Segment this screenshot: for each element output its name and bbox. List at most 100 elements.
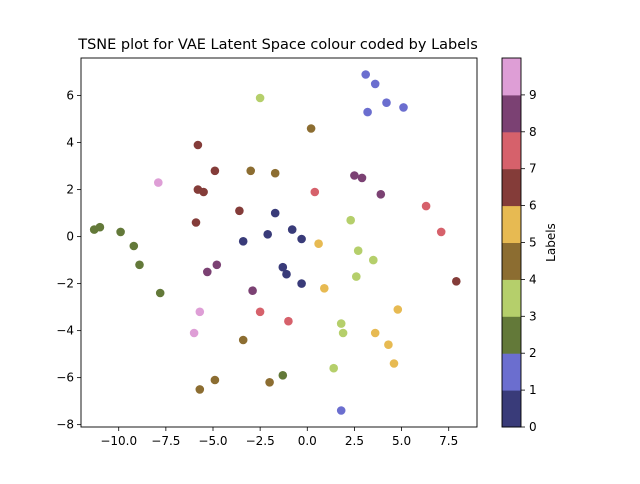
scatter-point-26	[116, 227, 125, 237]
x-tick-label: 0.0	[298, 434, 317, 448]
scatter-point-38	[203, 267, 212, 277]
scatter-point-9	[210, 166, 220, 176]
scatter-point-61	[265, 378, 274, 387]
plot-frame	[80, 57, 478, 428]
scatter-point-31	[287, 225, 297, 234]
scatter-point-23	[154, 178, 163, 187]
scatter-point-57	[284, 316, 293, 326]
colorbar-label: Labels	[544, 223, 558, 262]
colorbar-swatch-3	[502, 279, 521, 317]
scatter-point-55	[189, 328, 199, 338]
x-tick-label: 5.0	[392, 434, 411, 448]
scatter-point-58	[238, 335, 248, 345]
scatter-point-5	[336, 406, 346, 415]
colorbar-tick-label: 7	[529, 162, 537, 176]
colorbar-tick-label: 8	[529, 125, 537, 139]
y-tick-label: −6	[56, 371, 74, 385]
scatter-point-8	[193, 140, 203, 150]
x-tick-label: −2.5	[246, 434, 275, 448]
scatter-point-22	[436, 227, 446, 237]
scatter-point-33	[297, 234, 306, 244]
scatter-point-52	[384, 340, 393, 350]
colorbar-swatch-2	[502, 316, 521, 354]
scatter-point-42	[320, 284, 329, 293]
scatter-point-19	[357, 173, 367, 183]
scatter-point-49	[329, 363, 339, 373]
scatter-point-28	[135, 260, 144, 270]
scatter-point-60	[195, 385, 205, 394]
scatter-point-0	[361, 70, 371, 79]
axes-layer: −10.0 −7.5 −5.0 −2.5 0.0 2.5 5.0 7.5 −8 −6 −4 −2 0 2 4…	[56, 57, 478, 448]
colorbar-swatch-0	[502, 390, 521, 428]
y-tick-label: −4	[56, 324, 74, 338]
scatter-point-2	[382, 98, 391, 107]
scatter-point-17	[310, 187, 320, 197]
x-tick-label: −10.0	[100, 434, 137, 448]
scatter-point-32	[263, 230, 273, 239]
colorbar-tick-label: 1	[529, 383, 537, 397]
scatter-point-29	[155, 288, 165, 298]
scatter-point-46	[352, 272, 361, 281]
colorbar-swatch-9	[502, 58, 521, 96]
points-layer	[89, 70, 461, 415]
scatter-point-56	[255, 307, 265, 317]
colorbar-swatch-7	[502, 131, 521, 170]
scatter-point-27	[129, 241, 139, 251]
colorbar-tick-label: 9	[529, 88, 537, 102]
scatter-point-45	[369, 255, 378, 265]
colorbar-tick-label: 2	[529, 346, 537, 360]
scatter-point-1	[370, 79, 380, 89]
y-tick-label: −2	[56, 277, 74, 291]
colorbar-swatch-5	[502, 205, 521, 243]
colorbar-tick-label: 3	[529, 309, 537, 323]
y-tick-label: 4	[66, 136, 74, 150]
scatter-point-48	[338, 328, 348, 338]
scatter-point-16	[270, 168, 280, 178]
scatter-point-62	[278, 371, 288, 380]
scatter-point-37	[297, 279, 306, 288]
chart-title: TSNE plot for VAE Latent Space colour co…	[77, 37, 478, 53]
scatter-point-12	[235, 206, 244, 216]
colorbar-tick-label: 0	[529, 420, 537, 434]
colorbar-tick-label: 4	[529, 272, 537, 286]
scatter-point-7	[306, 124, 316, 133]
colorbar-tick-label: 5	[529, 236, 537, 250]
colorbar-swatch-8	[502, 94, 521, 133]
scatter-point-50	[393, 305, 403, 314]
x-tick-label: −5.0	[198, 434, 227, 448]
scatter-point-51	[370, 328, 380, 338]
scatter-point-34	[238, 237, 248, 246]
x-tick-label: 7.5	[439, 434, 458, 448]
x-tick-label: 2.5	[345, 434, 364, 448]
scatter-point-36	[282, 269, 291, 279]
colorbar-tick-label: 6	[529, 199, 537, 213]
scatter-point-25	[95, 222, 105, 232]
scatter-point-30	[270, 208, 280, 218]
colorbar: 0 1 2 3 4 5 6 7 8 9 Labels	[501, 57, 558, 434]
scatter-point-18	[350, 171, 359, 180]
x-tick-label: −7.5	[151, 434, 180, 448]
scatter-point-13	[191, 218, 201, 227]
scatter-point-53	[389, 359, 399, 368]
scatter-point-39	[212, 260, 222, 270]
scatter-point-41	[314, 239, 323, 248]
scatter-point-54	[195, 307, 205, 317]
scatter-point-43	[346, 215, 356, 225]
scatter-point-11	[199, 187, 208, 197]
y-tick-label: 2	[66, 183, 74, 197]
scatter-point-3	[399, 103, 408, 112]
colorbar-swatch-6	[502, 168, 521, 207]
scatter-point-21	[421, 201, 431, 211]
y-tick-label: 0	[66, 230, 74, 244]
y-tick-label: 6	[66, 89, 74, 103]
scatter-point-6	[255, 93, 265, 103]
colorbar-swatch-1	[502, 353, 521, 391]
scatter-point-44	[353, 246, 363, 255]
scatter-point-15	[246, 166, 255, 176]
scatter-point-20	[376, 190, 386, 199]
scatter-point-59	[210, 375, 220, 385]
scatter-point-4	[363, 107, 372, 117]
scatter-point-40	[248, 286, 257, 296]
